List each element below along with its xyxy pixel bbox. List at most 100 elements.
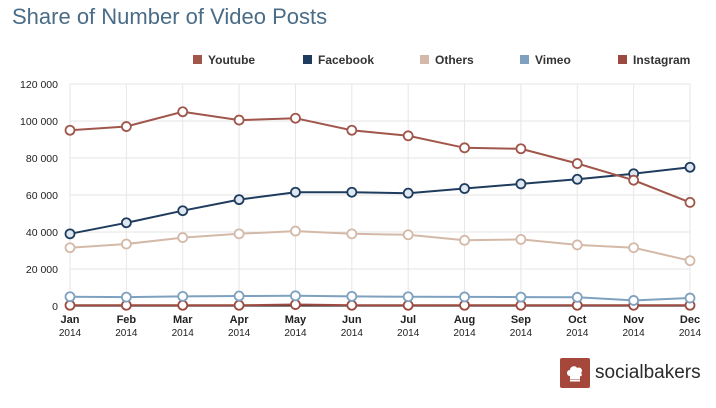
legend-swatch-instagram (618, 55, 627, 64)
data-point-youtube (177, 106, 189, 118)
x-tick-year-label: 2014 (510, 328, 533, 339)
data-point-vimeo (571, 291, 583, 303)
data-point-others (628, 242, 640, 254)
data-point-facebook (64, 228, 76, 240)
data-point-vimeo (177, 290, 189, 302)
data-point-facebook (233, 194, 245, 206)
data-point-facebook (571, 173, 583, 185)
series-line-youtube (69, 110, 691, 204)
data-point-youtube (64, 124, 76, 136)
data-point-youtube (233, 114, 245, 126)
data-point-others (233, 228, 245, 240)
data-point-vimeo (346, 290, 358, 302)
y-tick-label: 40 000 (26, 227, 58, 239)
x-tick-year-label: 2014 (59, 328, 82, 339)
x-tick-year-label: 2014 (341, 328, 364, 339)
x-tick-year-label: 2014 (172, 328, 195, 339)
y-tick-label: 20 000 (26, 264, 58, 276)
x-tick-label: Mar (173, 314, 193, 326)
data-point-vimeo (290, 290, 301, 302)
data-point-vimeo (120, 291, 132, 303)
data-point-facebook (346, 186, 358, 198)
data-point-others (290, 225, 301, 237)
x-tick-year-label: 2014 (453, 328, 476, 339)
data-point-vimeo (459, 291, 470, 303)
legend-swatch-facebook (303, 55, 312, 64)
data-point-facebook (177, 205, 189, 217)
x-tick-year-label: 2014 (228, 328, 251, 339)
x-tick-year-label: 2014 (623, 328, 646, 339)
series-line-vimeo (69, 294, 691, 302)
data-point-vimeo (64, 291, 76, 303)
legend-item-facebook: Facebook (318, 53, 374, 67)
legend-swatch-others (420, 55, 429, 64)
data-point-vimeo (684, 292, 696, 304)
data-point-others (346, 228, 358, 240)
series-line-others (69, 230, 691, 262)
x-tick-label: Nov (623, 314, 645, 326)
data-point-vimeo (233, 290, 245, 302)
data-point-others (120, 238, 132, 250)
data-point-instagram (346, 299, 358, 311)
legend-item-youtube: Youtube (208, 53, 255, 67)
data-point-youtube (120, 121, 132, 132)
series-line-facebook (69, 166, 691, 235)
data-point-youtube (459, 142, 470, 154)
x-tick-label: May (285, 314, 307, 326)
data-point-others (684, 255, 696, 267)
series-line-instagram (70, 303, 690, 307)
x-tick-label: Oct (568, 314, 587, 326)
data-point-others (402, 229, 414, 241)
y-tick-label: 100 000 (20, 116, 58, 128)
y-tick-label: 80 000 (26, 153, 58, 165)
data-point-instagram (290, 299, 301, 310)
x-tick-year-label: 2014 (566, 328, 589, 339)
data-point-facebook (515, 178, 527, 190)
x-tick-label: Jul (400, 314, 416, 326)
chef-hat-icon (560, 358, 590, 388)
data-point-youtube (515, 143, 527, 155)
data-point-others (459, 234, 470, 246)
y-tick-label: 0 (52, 301, 58, 313)
data-point-youtube (628, 174, 640, 186)
brand-name: socialbakers (595, 362, 701, 383)
x-tick-label: Apr (230, 314, 250, 326)
data-point-facebook (120, 217, 132, 229)
y-tick-label: 120 000 (20, 79, 58, 91)
legend-item-vimeo: Vimeo (535, 53, 571, 67)
x-tick-label: Aug (454, 314, 475, 326)
y-tick-label: 60 000 (26, 190, 58, 202)
data-point-youtube (290, 112, 301, 124)
data-point-others (177, 232, 189, 243)
x-tick-label: Jun (342, 314, 362, 326)
legend-item-others: Others (435, 53, 474, 67)
data-point-vimeo (515, 291, 527, 303)
data-point-vimeo (402, 291, 414, 303)
brand-logo: socialbakers (560, 356, 701, 390)
x-tick-label: Sep (511, 314, 531, 326)
data-point-facebook (402, 187, 414, 199)
data-point-vimeo (628, 295, 640, 306)
data-point-youtube (402, 130, 414, 142)
data-point-facebook (684, 161, 696, 173)
data-point-youtube (346, 124, 358, 136)
data-point-facebook (290, 186, 301, 198)
data-point-facebook (459, 183, 470, 194)
data-point-youtube (684, 196, 696, 208)
x-tick-year-label: 2014 (284, 328, 307, 339)
data-point-instagram (233, 299, 245, 311)
data-point-others (64, 242, 76, 254)
x-tick-year-label: 2014 (115, 328, 138, 339)
data-point-others (571, 239, 583, 251)
page-title: Share of Number of Video Posts (12, 4, 328, 29)
data-point-instagram (177, 299, 189, 311)
x-tick-label: Dec (680, 314, 700, 326)
data-point-youtube (571, 158, 583, 169)
legend-swatch-vimeo (520, 55, 529, 64)
legend-item-instagram: Instagram (633, 53, 690, 67)
x-tick-label: Jan (61, 314, 80, 326)
x-tick-year-label: 2014 (679, 328, 702, 339)
legend-swatch-youtube (193, 55, 202, 64)
x-tick-label: Feb (117, 314, 137, 326)
